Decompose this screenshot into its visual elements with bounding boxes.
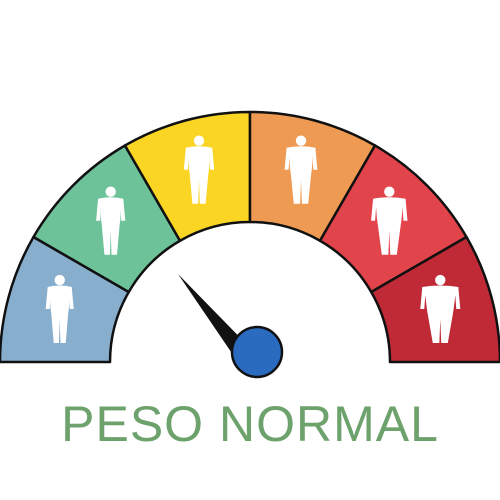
gauge-segments: [0, 110, 500, 364]
gauge-figures: [45, 135, 461, 344]
very-obese-figure-icon: [420, 274, 461, 344]
normal-figure-icon: [183, 135, 215, 204]
lean-figure-icon: [96, 186, 126, 255]
gauge-needle: [178, 274, 284, 379]
obese-figure-icon: [371, 186, 408, 255]
bmi-gauge: [0, 110, 500, 379]
overweight-figure-icon: [284, 135, 318, 204]
needle-hub: [230, 325, 284, 379]
weight-status-label: PESO NORMAL: [61, 396, 439, 452]
slim-figure-icon: [45, 274, 74, 344]
